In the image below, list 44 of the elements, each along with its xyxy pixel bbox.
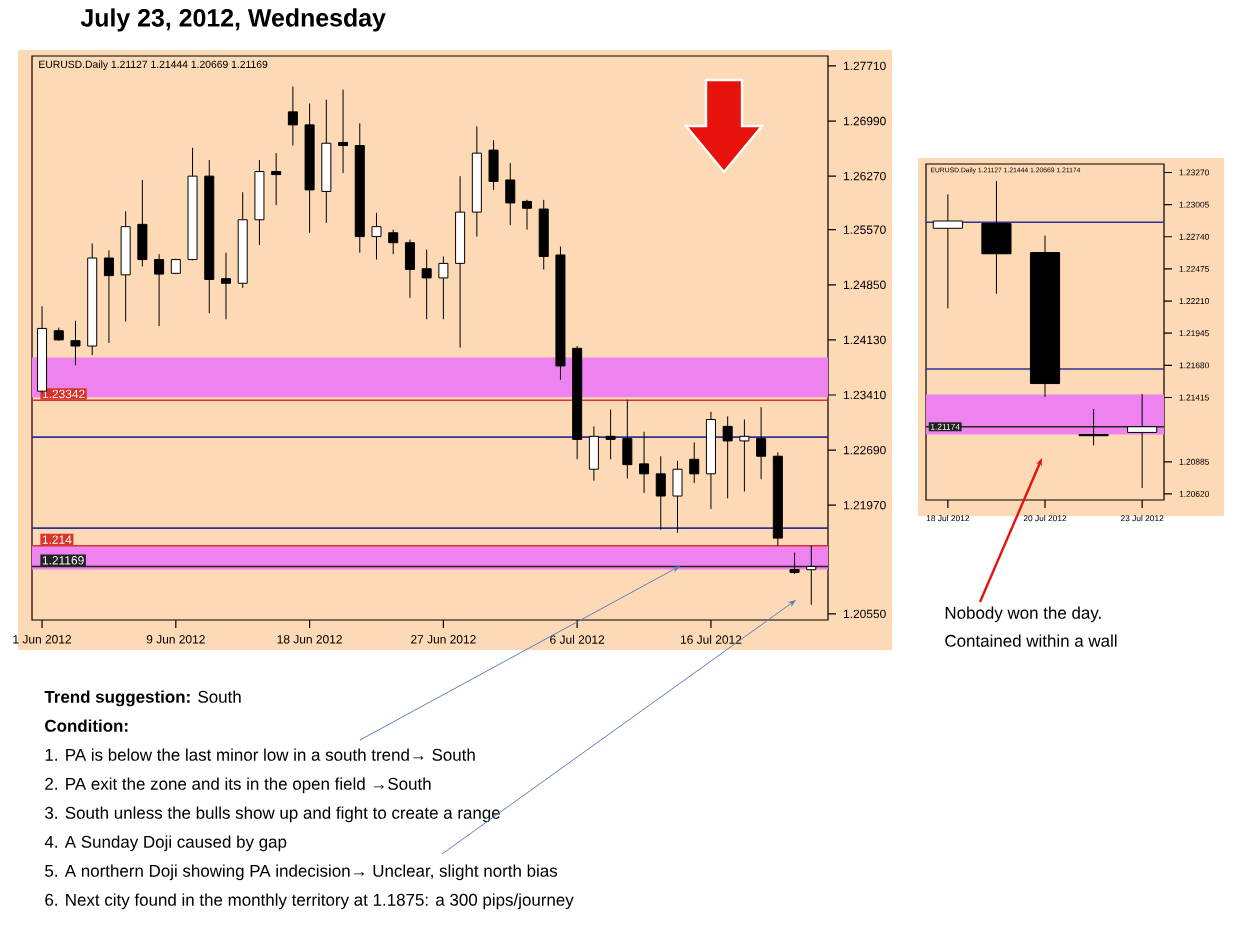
candlestick: [605, 409, 616, 460]
candlestick: [137, 179, 148, 267]
candlestick: [538, 199, 549, 270]
candlestick: [70, 320, 81, 366]
candlestick: [639, 431, 650, 494]
text: 2. PA exit the zone and its in the open field →South: [45, 777, 431, 794]
chart-title: July 23, 2012, Wednesday: [80, 8, 386, 32]
candlestick: [806, 544, 817, 606]
text: 5. A northern Doji showing PA indecision→ Unclear, slight north bias: [45, 864, 558, 881]
candlestick: [438, 255, 449, 320]
text: 3. South unless the bulls show up and fight to create a range: [45, 806, 500, 823]
candlestick: [932, 193, 963, 309]
candlestick: [655, 455, 666, 531]
text: Contained within a wall: [945, 634, 1117, 647]
candlestick: [689, 441, 700, 484]
candlestick: [271, 152, 282, 206]
text: Condition:: [45, 719, 128, 732]
text: 4. A Sunday Doji caused by gap: [44, 835, 287, 852]
candlestick: [488, 139, 499, 191]
candlestick: [371, 212, 382, 261]
candlestick: [287, 86, 298, 147]
text: 1. PA is below the last minor low in a south trend→ South: [45, 748, 475, 761]
candlestick: [789, 552, 800, 575]
candlestick: [981, 180, 1012, 295]
candlestick: [722, 415, 733, 499]
text: Nobody won the day.: [945, 606, 1101, 623]
candlestick: [672, 460, 683, 534]
candlestick: [388, 229, 399, 255]
candlestick: [756, 406, 767, 480]
candlestick: [220, 252, 231, 320]
text: Trend suggestion: South: [44, 690, 241, 707]
candlestick: [421, 249, 432, 320]
candlestick: [338, 89, 349, 174]
candlestick: [1078, 408, 1109, 446]
candlestick: [521, 199, 533, 231]
candlestick: [505, 162, 516, 226]
candlestick: [154, 253, 165, 327]
candlestick: [588, 425, 599, 482]
candlestick: [404, 239, 415, 299]
candlestick: [622, 399, 633, 479]
candlestick: [1127, 393, 1158, 489]
candlestick: [739, 418, 750, 492]
text: 6. Next city found in the monthly territory at 1.1875: a 300 pips/journey: [45, 893, 574, 910]
candlestick: [103, 249, 114, 344]
